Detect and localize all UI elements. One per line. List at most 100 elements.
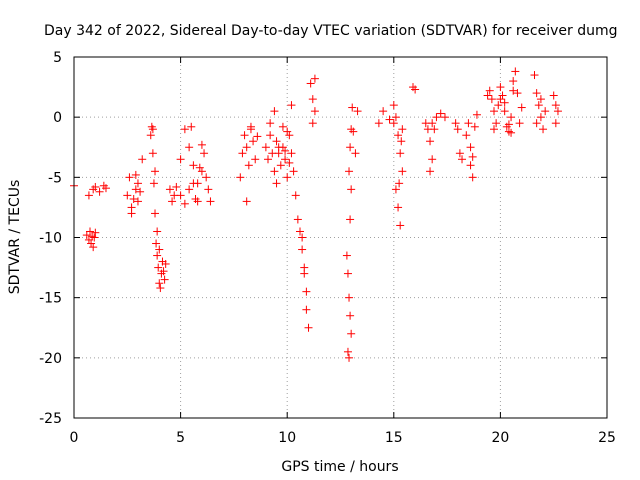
y-tick-label: 5 (53, 50, 62, 66)
data-point (283, 127, 292, 136)
data-point (342, 251, 351, 260)
data-point (348, 103, 357, 112)
data-point (430, 125, 439, 134)
data-point (272, 179, 281, 188)
data-point (470, 122, 479, 131)
data-point (394, 203, 403, 212)
data-point (300, 269, 309, 278)
data-point (298, 245, 307, 254)
data-point (155, 279, 164, 288)
data-point (197, 167, 206, 176)
data-point (464, 119, 473, 128)
data-point (189, 161, 198, 170)
data-point (302, 305, 311, 314)
data-point (131, 170, 140, 179)
data-point (155, 245, 164, 254)
data-point (159, 267, 168, 276)
data-point (251, 155, 260, 164)
y-axis-title: SDTVAR / TECUs (7, 180, 23, 295)
data-point (306, 79, 315, 88)
data-point (146, 131, 155, 140)
data-point (302, 287, 311, 296)
data-point (206, 197, 215, 206)
data-point (389, 119, 398, 128)
data-point (276, 161, 285, 170)
data-point (176, 155, 185, 164)
data-point (487, 95, 496, 104)
data-point (308, 119, 317, 128)
data-point (165, 185, 174, 194)
data-point (287, 149, 296, 158)
data-point (90, 233, 99, 242)
data-point (347, 185, 356, 194)
data-point (172, 182, 181, 191)
data-point (517, 103, 526, 112)
data-point (131, 185, 140, 194)
data-point (298, 233, 307, 242)
data-point (496, 95, 505, 104)
data-point (156, 284, 165, 293)
data-point (266, 131, 275, 140)
x-axis-title: GPS time / hours (281, 459, 398, 475)
data-point (287, 101, 296, 110)
data-point (242, 197, 251, 206)
data-point (310, 107, 319, 116)
data-point (191, 194, 200, 203)
data-point (185, 185, 194, 194)
data-point (411, 85, 420, 94)
data-point (345, 293, 354, 302)
data-point (266, 119, 275, 128)
data-point (176, 191, 185, 200)
data-point (180, 125, 189, 134)
data-point (432, 113, 441, 122)
data-point (270, 167, 279, 176)
data-point (353, 107, 362, 116)
data-point (153, 251, 162, 260)
data-point (391, 113, 400, 122)
data-point (283, 173, 292, 182)
data-point (272, 137, 281, 146)
data-point (202, 173, 211, 182)
data-point (148, 149, 157, 158)
plot-border (73, 56, 608, 419)
data-point (346, 215, 355, 224)
data-point (278, 122, 287, 131)
data-point (193, 179, 202, 188)
data-point (515, 119, 524, 128)
data-point (84, 191, 93, 200)
data-point (285, 158, 294, 167)
data-point (249, 137, 258, 146)
data-point (345, 353, 354, 362)
data-point (89, 243, 98, 252)
data-point (138, 155, 147, 164)
data-point (507, 113, 516, 122)
data-point (398, 167, 407, 176)
data-point (285, 131, 294, 140)
data-point (168, 197, 177, 206)
data-point (500, 98, 509, 107)
data-point (151, 209, 160, 218)
data-point (485, 86, 494, 95)
data-point (310, 74, 319, 83)
data-point (200, 149, 209, 158)
data-point (490, 125, 499, 134)
data-point (397, 137, 406, 146)
data-point (396, 221, 405, 230)
y-tick-label: -25 (39, 411, 62, 427)
data-point (95, 187, 104, 196)
data-point (133, 179, 142, 188)
data-point (154, 263, 163, 272)
data-point (436, 109, 445, 118)
data-point (455, 149, 464, 158)
data-point (391, 185, 400, 194)
data-point (85, 227, 94, 236)
data-point (395, 179, 404, 188)
data-point (513, 89, 522, 98)
data-point (293, 215, 302, 224)
data-point (346, 143, 355, 152)
data-point (136, 187, 145, 196)
data-point (500, 107, 509, 116)
data-point (536, 95, 545, 104)
y-tick-label: -20 (39, 351, 62, 367)
